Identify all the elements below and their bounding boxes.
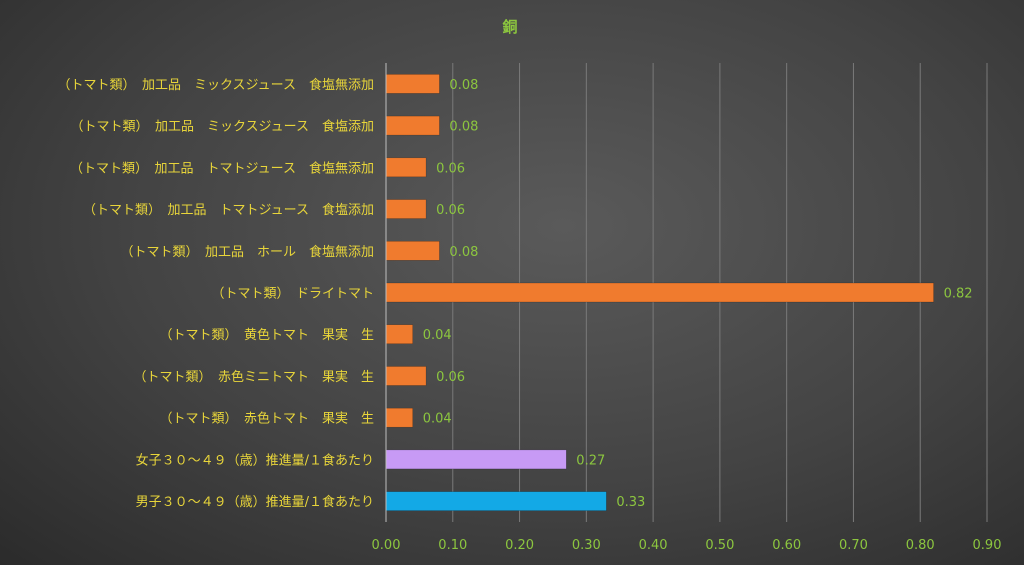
data-label: 0.33 (616, 495, 645, 510)
bar (385, 491, 607, 511)
category-labels: （トマト類） 加工品 ミックスジュース 食塩無添加 （トマト類） 加工品 ミックス… (57, 77, 374, 510)
data-label: 0.08 (449, 120, 478, 135)
category-label: 男子３０～４９（歳）推進量/１食あたり (136, 494, 374, 510)
data-label: 0.82 (944, 287, 973, 302)
data-label: 0.06 (436, 161, 465, 176)
x-tick-label: 0.90 (973, 538, 1002, 553)
bar (385, 241, 440, 261)
value-labels: 0.08 0.08 0.06 0.06 0.08 0.82 0.04 0.06 0.04 0.27… (423, 78, 973, 510)
category-label: （トマト類） 加工品 トマトジュース 食塩添加 (83, 202, 374, 218)
data-label: 0.08 (449, 245, 478, 260)
bar (385, 407, 413, 428)
category-label: （トマト類） 加工品 ミックスジュース 食塩添加 (70, 119, 374, 135)
category-label: 女子３０～４９（歳）推進量/１食あたり (136, 452, 374, 468)
bar (385, 324, 413, 344)
x-tick-label: 0.20 (505, 538, 534, 553)
bar (385, 157, 427, 178)
x-tick-label: 0.60 (772, 538, 801, 553)
category-label: （トマト類） 黄色トマト 果実 生 (159, 327, 374, 343)
bar (385, 115, 440, 136)
bar (385, 199, 427, 219)
x-tick-label: 0.00 (372, 538, 401, 553)
x-tick-label: 0.40 (639, 538, 668, 553)
bar (385, 449, 567, 470)
category-label: （トマト類） 赤色トマト 果実 生 (159, 411, 374, 427)
x-tick-label: 0.70 (839, 538, 868, 553)
bar (385, 74, 440, 94)
category-label: （トマト類） 赤色ミニトマト 果実 生 (133, 369, 374, 385)
data-label: 0.08 (449, 78, 478, 93)
data-label: 0.04 (423, 412, 452, 427)
data-label: 0.04 (423, 328, 452, 343)
category-label: （トマト類） 加工品 トマトジュース 食塩無添加 (70, 160, 374, 176)
data-label: 0.06 (436, 203, 465, 218)
data-label: 0.06 (436, 370, 465, 385)
x-tick-label: 0.80 (906, 538, 935, 553)
x-tick-label: 0.10 (438, 538, 467, 553)
data-label: 0.27 (576, 453, 605, 468)
chart-title: 銅 (502, 18, 517, 36)
x-tick-label: 0.50 (705, 538, 734, 553)
category-label: （トマト類） 加工品 ホール 食塩無添加 (120, 244, 374, 260)
bar (385, 366, 427, 386)
x-tick-label: 0.30 (572, 538, 601, 553)
category-label: （トマト類） 加工品 ミックスジュース 食塩無添加 (57, 77, 374, 93)
bars (385, 74, 934, 511)
bar (385, 282, 934, 303)
category-label: （トマト類） ドライトマト (211, 287, 374, 302)
x-axis-tick-labels: 0.00 0.10 0.20 0.30 0.40 0.50 0.60 0.70 0.80 0.90 (372, 538, 1002, 553)
